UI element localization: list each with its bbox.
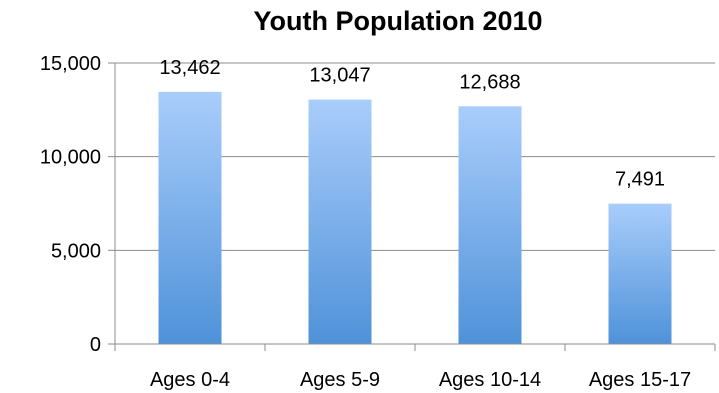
y-tick-label: 5,000 [51,240,101,262]
y-tick-label: 15,000 [40,53,101,75]
bar [308,99,372,344]
chart-title: Youth Population 2010 [253,6,542,36]
y-tick-label: 10,000 [40,147,101,169]
y-tick-label: 0 [90,334,101,356]
bar [458,106,522,345]
data-label: 13,047 [309,65,370,87]
data-label: 12,688 [459,71,520,93]
data-label: 13,462 [159,57,220,79]
bar [608,203,672,344]
y-axis-ticks: 0 5,000 10,000 15,000 [40,53,115,356]
bar [158,91,222,345]
x-tick-label: Ages 10-14 [439,369,541,391]
x-tick-label: Ages 15-17 [589,369,691,391]
bars: 13,462 13,047 12,688 7,491 [158,57,672,345]
x-tick-label: Ages 5-9 [300,369,380,391]
x-axis-ticks: Ages 0-4 Ages 5-9 Ages 10-14 Ages 15-17 [114,344,716,391]
x-tick-label: Ages 0-4 [150,369,230,391]
data-label: 7,491 [615,169,665,191]
